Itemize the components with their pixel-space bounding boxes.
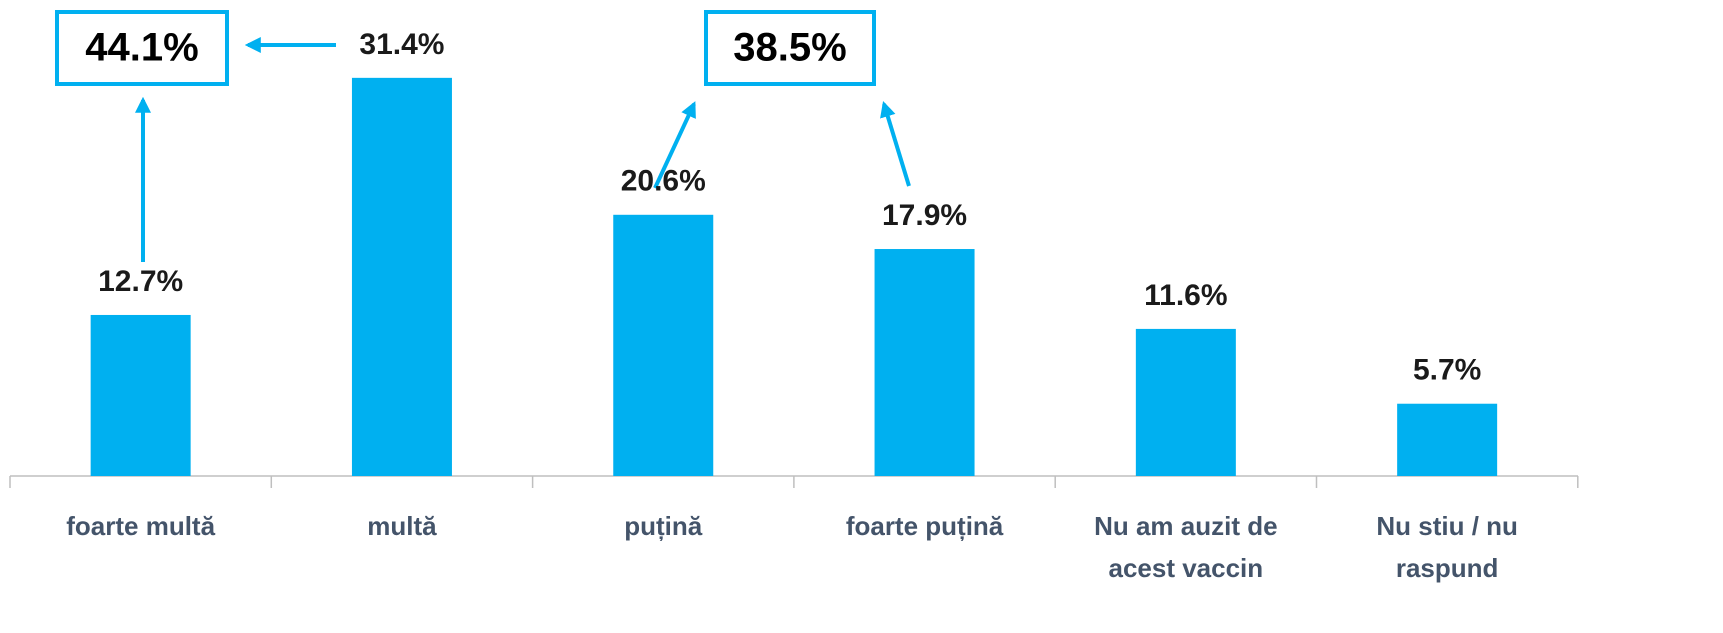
x-tick-label: foarte multă: [66, 511, 216, 541]
bar: [90, 314, 191, 476]
value-label: 5.7%: [1413, 354, 1481, 387]
value-label: 31.4%: [359, 28, 444, 61]
bar: [1397, 403, 1498, 476]
annotation-box: [704, 10, 876, 86]
arrow: [880, 100, 911, 187]
annotation: 44.1%: [85, 26, 198, 70]
value-label: 17.9%: [882, 199, 967, 232]
value-label: 12.7%: [98, 265, 183, 298]
bar: [1135, 328, 1236, 476]
annotation-box: [55, 10, 229, 86]
value-label: 11.6%: [1144, 279, 1227, 312]
x-tick-label: puțină: [624, 511, 703, 541]
annotation: 38.5%: [733, 26, 846, 70]
bar: [351, 77, 452, 477]
x-tick-label: multă: [367, 511, 437, 541]
x-tick-label: foarte puțină: [845, 511, 1004, 541]
bar: [874, 249, 975, 476]
value-label: 20.6%: [621, 165, 706, 198]
x-tick-label: Nu stiu / nu raspund: [1376, 511, 1518, 583]
bar: [613, 214, 714, 477]
x-tick-label: Nu am auzit de acest vaccin: [1094, 511, 1278, 583]
arrow: [653, 101, 696, 189]
arrows: [135, 37, 911, 262]
